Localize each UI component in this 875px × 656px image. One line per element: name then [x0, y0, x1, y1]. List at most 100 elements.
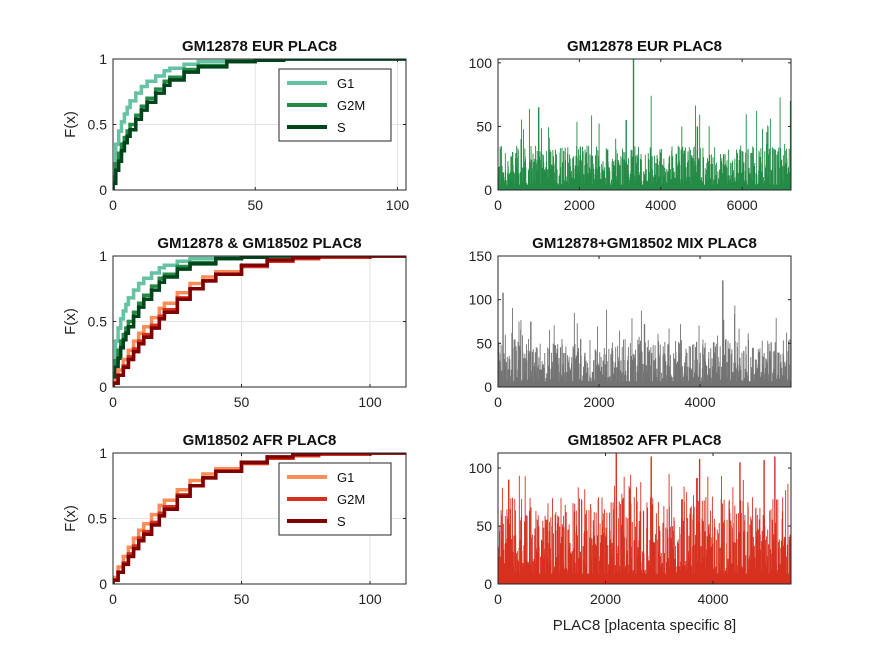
- chart-2: 0 2000 4000 6000 0 50 100 GM12878 EUR PLAC8: [469, 38, 792, 213]
- data-point: [125, 134, 130, 139]
- data-point: [139, 104, 144, 108]
- data-point: [145, 79, 149, 84]
- chart-1: 0 50 100 0 0.5 1 GM12878 EUR PLAC8 F(x) G1 G2M S: [62, 38, 409, 213]
- data-point: [157, 306, 162, 311]
- data-point: [175, 297, 180, 302]
- data-point: [157, 317, 162, 321]
- y-tick-label: 1: [99, 51, 107, 67]
- data-point: [128, 127, 132, 132]
- data-point: [291, 453, 295, 457]
- y-axis-label: F(x): [62, 308, 79, 335]
- data-point: [121, 357, 126, 362]
- data-point: [201, 476, 205, 480]
- chart-title: GM18502 AFR PLAC8: [568, 432, 722, 449]
- data-point: [131, 546, 136, 551]
- y-tick-label: 100: [469, 460, 493, 476]
- data-point: [153, 91, 158, 95]
- data-point: [142, 276, 146, 281]
- x-tick-label: 50: [247, 197, 263, 213]
- x-tick-label: 100: [358, 394, 382, 410]
- data-point: [149, 315, 154, 320]
- data-point: [162, 83, 167, 87]
- y-tick-label: 1: [99, 248, 107, 264]
- data-point: [239, 263, 244, 267]
- data-point: [162, 272, 167, 277]
- legend-label: G1: [337, 470, 354, 485]
- y-tick-label: 0: [484, 182, 492, 198]
- legend-label: S: [337, 514, 346, 529]
- chart-6: 0 2000 4000 0 50 100 GM18502 AFR PLAC8 PLAC8 [p…: [469, 432, 792, 634]
- x-tick-label: 4000: [697, 591, 728, 607]
- y-tick-label: 0.5: [88, 314, 108, 330]
- data-point: [142, 297, 146, 302]
- y-tick-label: 50: [476, 118, 492, 134]
- data-point: [188, 281, 192, 286]
- data-point: [121, 562, 126, 567]
- data-point: [136, 331, 141, 336]
- data-point: [114, 168, 118, 173]
- data-point: [121, 338, 126, 342]
- data-point: [157, 503, 162, 508]
- x-tick-label: 4000: [684, 394, 715, 410]
- data-point: [142, 335, 146, 340]
- data-point: [128, 99, 132, 103]
- x-tick-label: 0: [494, 197, 502, 213]
- chart-title: GM12878 & GM18502 PLAC8: [157, 235, 361, 252]
- data-point: [157, 280, 162, 285]
- x-tick-label: 50: [234, 394, 250, 410]
- y-tick-label: 50: [476, 518, 492, 534]
- data-point: [188, 483, 192, 488]
- x-tick-label: 100: [386, 197, 410, 213]
- x-tick-label: 50: [234, 591, 250, 607]
- axes-box: [497, 255, 792, 388]
- data-point: [214, 272, 218, 277]
- legend-label: S: [337, 120, 346, 135]
- data-point: [182, 70, 186, 74]
- x-tick-label: 0: [109, 197, 117, 213]
- x-tick-label: 2000: [590, 591, 621, 607]
- data-point: [188, 286, 192, 291]
- plot-marks: [113, 256, 406, 387]
- plot-marks: [498, 280, 791, 387]
- data-point: [142, 324, 146, 329]
- bar-base: [498, 573, 791, 584]
- data-point: [124, 331, 128, 336]
- data-point: [131, 349, 136, 354]
- data-point: [121, 309, 126, 313]
- data-point: [131, 339, 136, 343]
- data-point: [119, 142, 124, 146]
- data-point: [126, 357, 131, 362]
- data-point: [136, 281, 141, 286]
- data-point: [131, 536, 136, 540]
- data-point: [188, 256, 192, 261]
- data-point: [122, 112, 127, 116]
- x-tick-label: 4000: [645, 197, 676, 213]
- legend: G1 G2M S: [278, 68, 392, 142]
- chart-title: GM18502 AFR PLAC8: [183, 432, 337, 449]
- data-point: [149, 271, 154, 275]
- data-point: [162, 68, 167, 73]
- data-point: [175, 487, 180, 492]
- x-tick-label: 2000: [583, 394, 614, 410]
- data-point: [188, 478, 192, 483]
- legend-label: G1: [337, 76, 354, 91]
- data-point: [116, 356, 120, 360]
- data-point: [122, 141, 127, 145]
- data-point: [162, 301, 167, 305]
- data-point: [157, 514, 162, 518]
- x-tick-label: 0: [494, 591, 502, 607]
- data-point: [175, 494, 180, 499]
- data-point: [121, 554, 126, 559]
- data-point: [116, 570, 120, 575]
- data-point: [128, 122, 132, 127]
- y-tick-label: 0: [484, 576, 492, 592]
- data-point: [126, 348, 131, 353]
- y-tick-label: 0.5: [88, 117, 108, 133]
- data-point: [119, 120, 124, 124]
- data-point: [116, 151, 121, 156]
- x-tick-label: 6000: [727, 197, 758, 213]
- data-point: [142, 293, 146, 298]
- data-point: [116, 368, 120, 372]
- data-point: [145, 96, 149, 101]
- y-axis-label: F(x): [62, 505, 79, 532]
